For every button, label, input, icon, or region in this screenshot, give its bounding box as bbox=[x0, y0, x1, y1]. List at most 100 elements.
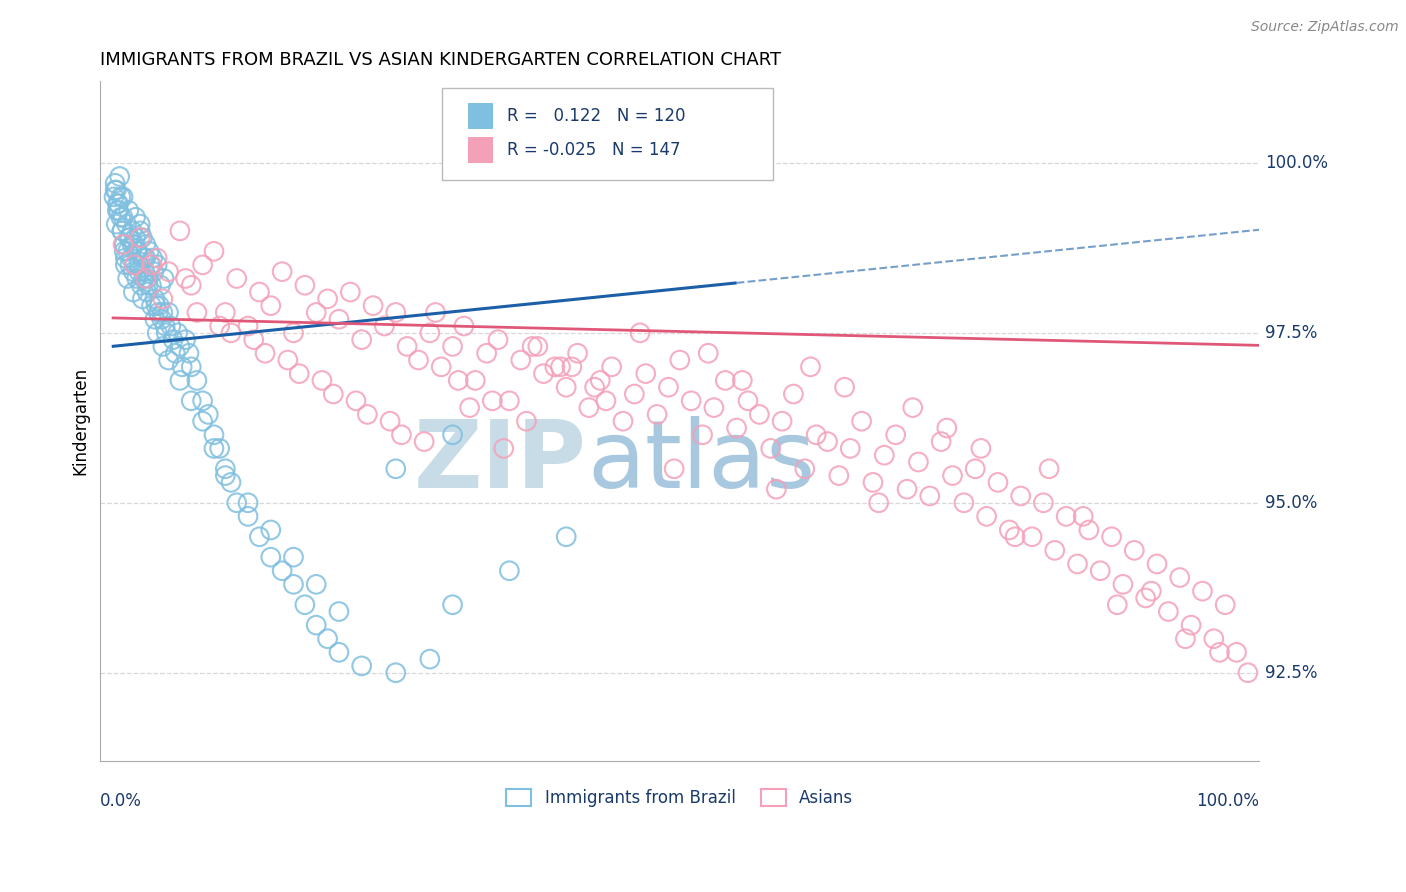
Point bbox=[384, 305, 406, 319]
Point bbox=[114, 258, 136, 272]
Bar bbox=[468, 137, 494, 163]
Point bbox=[118, 230, 141, 244]
Point bbox=[896, 482, 918, 496]
Point bbox=[129, 278, 152, 293]
Point bbox=[862, 475, 884, 490]
Point bbox=[122, 265, 145, 279]
Point bbox=[953, 496, 976, 510]
Point bbox=[526, 339, 548, 353]
Point bbox=[180, 278, 202, 293]
Point bbox=[328, 312, 350, 326]
Point bbox=[1225, 645, 1247, 659]
Point bbox=[169, 373, 191, 387]
Point bbox=[1140, 584, 1163, 599]
Point bbox=[1032, 496, 1054, 510]
Point bbox=[1054, 509, 1077, 524]
Point bbox=[242, 333, 264, 347]
Point bbox=[350, 659, 373, 673]
Point bbox=[214, 468, 236, 483]
Point bbox=[344, 393, 367, 408]
Point bbox=[1146, 557, 1168, 571]
Point bbox=[112, 190, 135, 204]
Point bbox=[413, 434, 436, 449]
Point bbox=[941, 468, 963, 483]
Text: 92.5%: 92.5% bbox=[1265, 664, 1317, 681]
Point bbox=[124, 230, 146, 244]
Point bbox=[697, 346, 720, 360]
Point bbox=[970, 442, 993, 456]
Point bbox=[148, 305, 170, 319]
Point bbox=[1112, 577, 1135, 591]
Point bbox=[129, 230, 152, 244]
Point bbox=[111, 224, 134, 238]
Point bbox=[692, 427, 714, 442]
Point bbox=[1174, 632, 1197, 646]
Point bbox=[578, 401, 600, 415]
Point bbox=[408, 353, 430, 368]
Point bbox=[177, 346, 200, 360]
Point bbox=[214, 462, 236, 476]
Text: IMMIGRANTS FROM BRAZIL VS ASIAN KINDERGARTEN CORRELATION CHART: IMMIGRANTS FROM BRAZIL VS ASIAN KINDERGA… bbox=[100, 51, 782, 69]
Point bbox=[157, 305, 180, 319]
Point bbox=[657, 380, 679, 394]
Point bbox=[935, 421, 957, 435]
Point bbox=[765, 482, 787, 496]
Point bbox=[1202, 632, 1225, 646]
Point bbox=[225, 271, 247, 285]
Point bbox=[225, 496, 247, 510]
Point bbox=[169, 339, 191, 353]
Text: ZIP: ZIP bbox=[415, 416, 588, 508]
Point bbox=[1004, 530, 1026, 544]
Point bbox=[152, 292, 174, 306]
Point bbox=[623, 387, 645, 401]
Point bbox=[634, 367, 657, 381]
Point bbox=[1213, 598, 1236, 612]
Point bbox=[391, 427, 413, 442]
Point bbox=[1157, 605, 1180, 619]
Point bbox=[1237, 665, 1260, 680]
Point bbox=[378, 414, 401, 428]
Point bbox=[172, 359, 194, 374]
Point bbox=[1107, 598, 1129, 612]
Point bbox=[328, 645, 350, 659]
Point bbox=[165, 346, 187, 360]
Text: 97.5%: 97.5% bbox=[1265, 324, 1317, 342]
Point bbox=[136, 271, 159, 285]
Point bbox=[533, 367, 555, 381]
Point bbox=[111, 224, 134, 238]
Point bbox=[1021, 530, 1043, 544]
Point bbox=[759, 442, 782, 456]
Point bbox=[208, 442, 231, 456]
Point bbox=[1101, 530, 1123, 544]
Point bbox=[662, 462, 685, 476]
Point bbox=[186, 305, 208, 319]
Point bbox=[141, 278, 163, 293]
Point bbox=[294, 278, 316, 293]
Point bbox=[136, 285, 159, 299]
Point bbox=[396, 339, 419, 353]
Point bbox=[118, 230, 141, 244]
Point bbox=[509, 353, 531, 368]
Point bbox=[149, 278, 172, 293]
Point bbox=[135, 271, 157, 285]
Point bbox=[998, 523, 1021, 537]
Point bbox=[384, 462, 406, 476]
Point bbox=[112, 237, 135, 252]
Point bbox=[145, 299, 167, 313]
Point bbox=[1066, 557, 1088, 571]
Point bbox=[152, 339, 174, 353]
Point bbox=[122, 285, 145, 299]
Point bbox=[567, 346, 589, 360]
Point bbox=[174, 333, 197, 347]
Point bbox=[104, 183, 127, 197]
Point bbox=[124, 258, 146, 272]
Text: R =   0.122   N = 120: R = 0.122 N = 120 bbox=[508, 107, 686, 125]
Point bbox=[150, 312, 173, 326]
Point bbox=[1123, 543, 1146, 558]
Point bbox=[128, 265, 150, 279]
Point bbox=[186, 373, 208, 387]
Point bbox=[583, 380, 606, 394]
Point bbox=[115, 217, 138, 231]
Point bbox=[851, 414, 873, 428]
Point bbox=[142, 265, 165, 279]
